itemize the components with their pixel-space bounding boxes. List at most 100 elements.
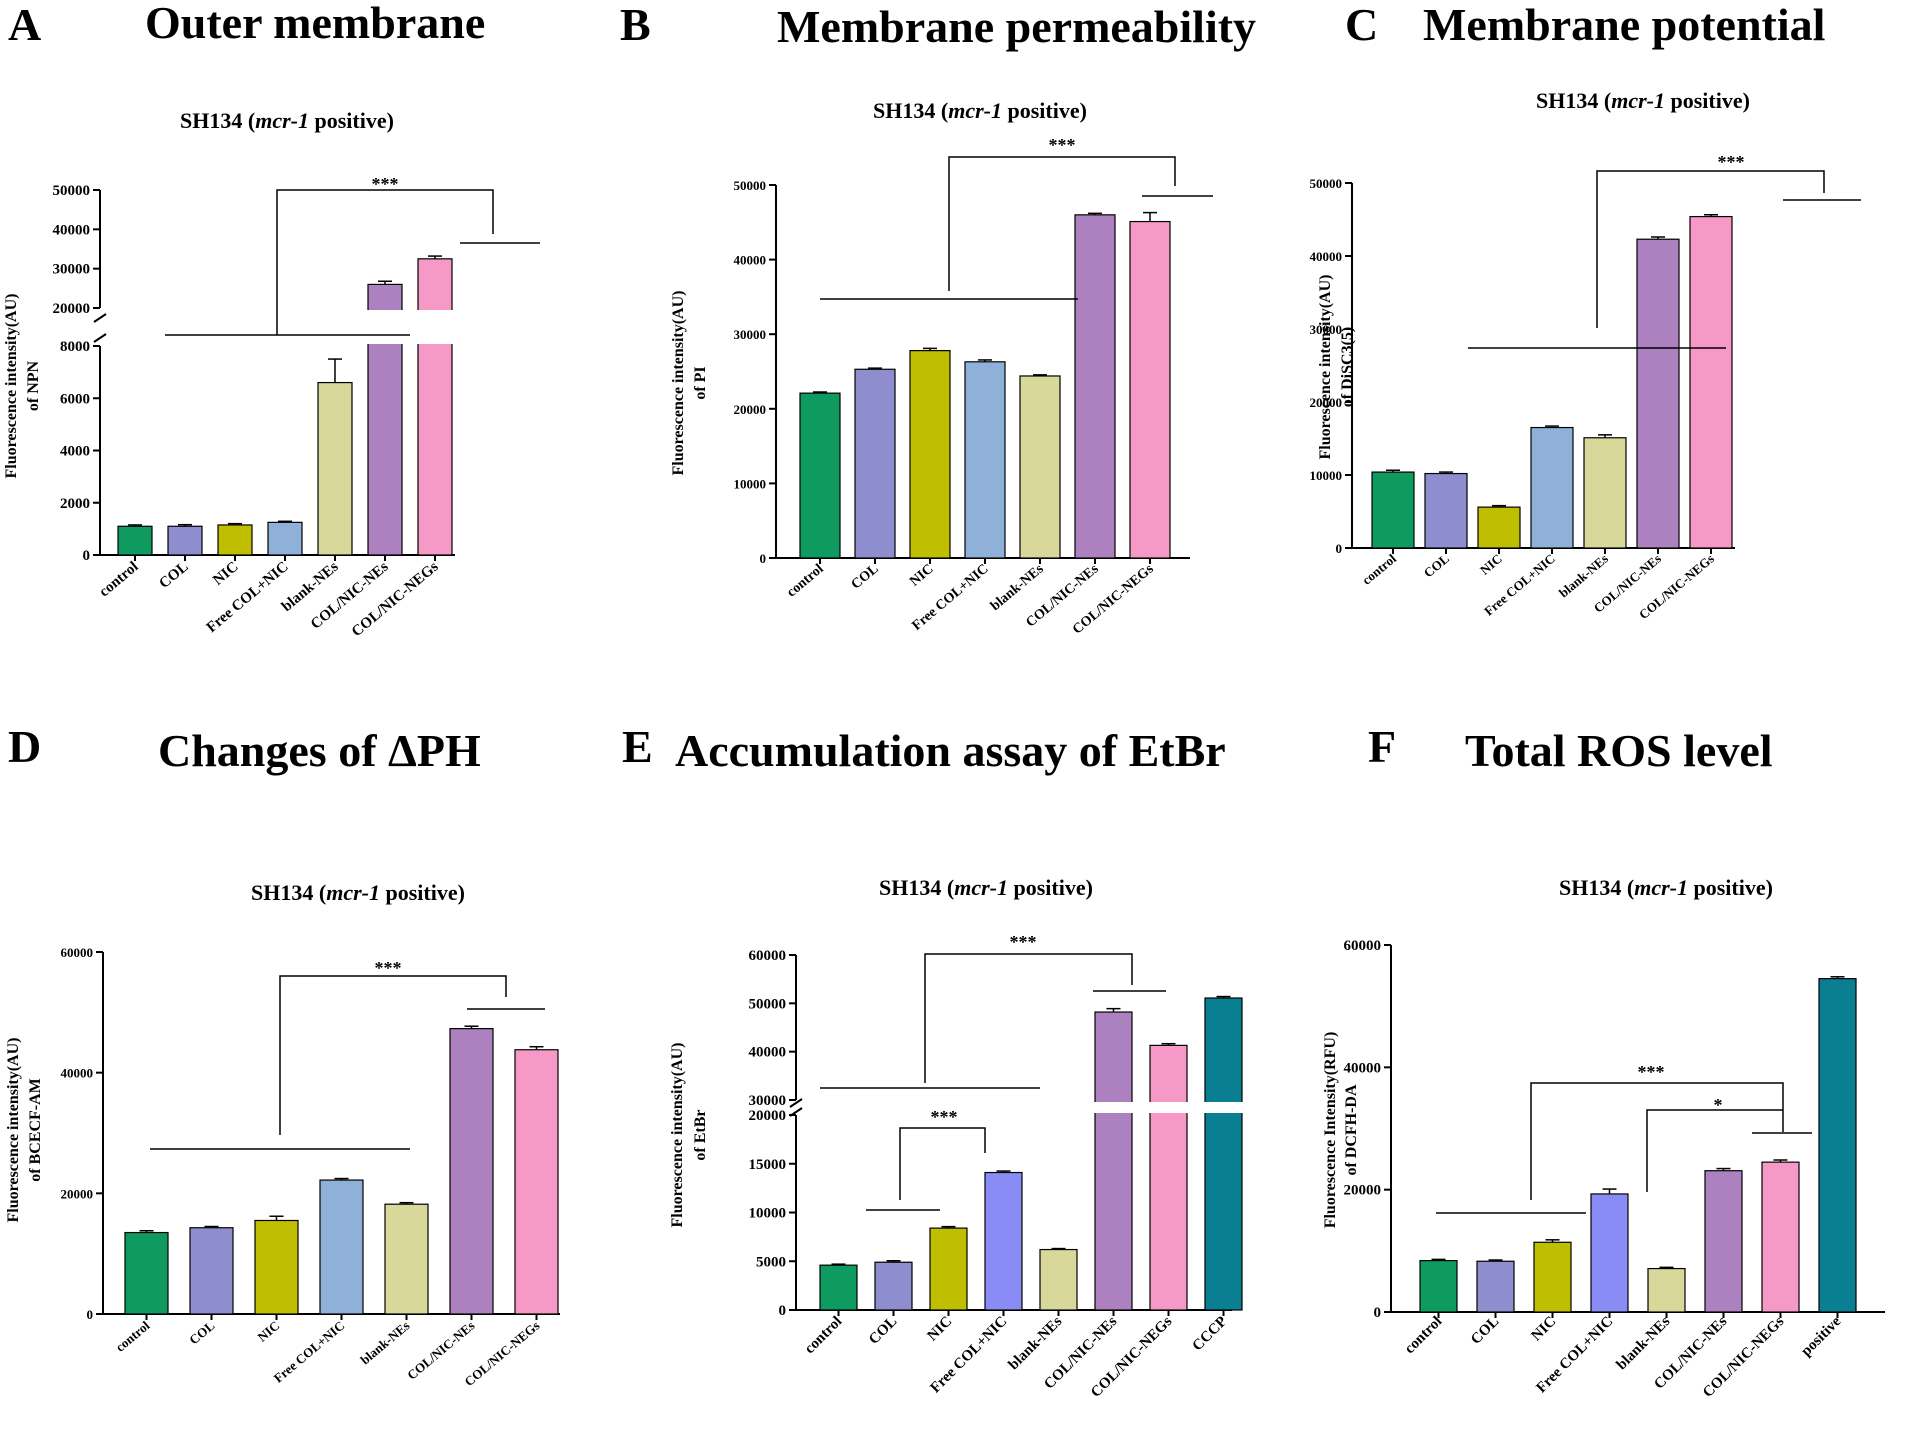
axis-break-mark xyxy=(789,1107,803,1117)
panel-title: Accumulation assay of EtBr xyxy=(675,725,1226,776)
y-tick-label: 0 xyxy=(87,1307,94,1322)
bar-blank-nes xyxy=(1039,1248,1078,1311)
axis-break-mark xyxy=(93,313,107,323)
x-tick-label: positive xyxy=(1798,1313,1844,1359)
y-tick-label: 20000 xyxy=(749,1108,787,1124)
chart-subtitle: SH134 (mcr-1 positive) xyxy=(180,108,394,133)
x-tick-label: NIC xyxy=(925,1314,956,1345)
bar-break-gap xyxy=(417,310,453,344)
x-tick-label: COL xyxy=(156,559,191,592)
panel-f: F Total ROS level SH134 (mcr-1 positive) Fl… xyxy=(1322,721,1885,1401)
significance-label: *** xyxy=(1638,1062,1665,1082)
panel-b: B Membrane permeability SH134 (mcr-1 posit… xyxy=(620,0,1256,638)
significance-label: *** xyxy=(372,174,399,194)
bar-control xyxy=(1419,1260,1458,1313)
y-axis-label: Fluorescence intensity(AU) xyxy=(3,294,20,479)
bar-col-nic-nes xyxy=(1636,238,1680,549)
significance-bracket xyxy=(1530,1082,1784,1200)
bar-col xyxy=(874,1261,913,1311)
bar-control xyxy=(117,525,153,556)
chart-subtitle: SH134 (mcr-1 positive) xyxy=(879,875,1093,900)
y-tick-label: 40000 xyxy=(1344,1060,1382,1076)
bar-cccp xyxy=(1204,997,1243,1311)
significance-bracket xyxy=(948,156,1176,291)
bar-free-col-nic xyxy=(267,521,303,556)
y-tick-label: 60000 xyxy=(749,948,787,964)
panel-title: Total ROS level xyxy=(1465,725,1773,776)
panel-letter: B xyxy=(620,0,651,50)
x-tick-label: blank-NEs xyxy=(357,1318,412,1368)
panel-title: Membrane potential xyxy=(1423,0,1825,50)
bar-col-nic-negs xyxy=(417,258,453,556)
x-tick-label: control xyxy=(96,559,141,601)
y-tick-label: 10000 xyxy=(749,1206,787,1222)
x-tick-label: COL/NIC-NEGs xyxy=(349,559,442,640)
x-tick-label: COL xyxy=(186,1318,217,1348)
y-axis-label: Fluorescence Intensity(RFU) xyxy=(1322,1032,1339,1229)
y-axis-label-line2: of DCFH-DA xyxy=(1343,1084,1360,1176)
significance-bracket xyxy=(924,953,1133,1083)
subtitle-italic: mcr-1 xyxy=(1634,875,1688,900)
subtitle-part: SH134 ( xyxy=(1559,875,1634,900)
subtitle-italic: mcr-1 xyxy=(255,108,309,133)
x-tick-label: NIC xyxy=(1529,1314,1560,1345)
subtitle-part: positive) xyxy=(1002,98,1087,123)
bar-col-nic-negs xyxy=(514,1049,559,1315)
significance-label: *** xyxy=(1010,932,1037,952)
bar-col-nic-nes xyxy=(1074,214,1116,559)
subtitle-italic: mcr-1 xyxy=(1611,88,1665,113)
bar-break-gap xyxy=(367,310,403,344)
y-tick-label: 40000 xyxy=(734,253,767,268)
chart-subtitle: SH134 (mcr-1 positive) xyxy=(251,880,465,905)
bar-col-nic-nes xyxy=(1704,1170,1743,1313)
y-axis-label: Fluorescence intensity(AU) xyxy=(1317,275,1334,460)
bar-positive xyxy=(1818,978,1857,1313)
x-tick-label: COL xyxy=(1421,551,1452,581)
y-tick-label: 60000 xyxy=(61,945,94,960)
y-tick-label: 0 xyxy=(779,1303,787,1319)
bar-blank-nes xyxy=(1019,375,1061,559)
panel-a: A Outer membrane SH134 (mcr-1 positive) Flu… xyxy=(3,0,540,640)
significance-bracket xyxy=(1596,170,1825,328)
y-tick-label: 50000 xyxy=(1310,176,1343,191)
significance-label-2: * xyxy=(1714,1095,1723,1115)
x-tick-label: control xyxy=(1359,551,1399,588)
chart-subtitle: SH134 (mcr-1 positive) xyxy=(1536,88,1750,113)
y-tick-label: 40000 xyxy=(61,1066,94,1081)
subtitle-part: positive) xyxy=(309,108,394,133)
significance-label: *** xyxy=(375,958,402,978)
bar-break-gap xyxy=(1204,1102,1243,1113)
y-axis-label: Fluorescence intensity(AU) xyxy=(670,291,687,476)
x-tick-label: COL xyxy=(866,1314,900,1348)
bar-break-gap xyxy=(1149,1102,1188,1113)
y-axis-label-line2: of BCECF-AM xyxy=(27,1078,44,1182)
subtitle-part: SH134 ( xyxy=(879,875,954,900)
y-tick-label: 60000 xyxy=(1344,938,1382,954)
bar-free-col-nic xyxy=(1590,1193,1629,1313)
y-tick-label: 10000 xyxy=(1310,468,1343,483)
y-tick-label: 0 xyxy=(760,551,767,566)
y-tick-label: 30000 xyxy=(749,1093,787,1109)
bar-free-col-nic xyxy=(1530,426,1574,549)
x-tick-label: NIC xyxy=(255,1318,283,1345)
y-tick-label: 40000 xyxy=(749,1045,787,1061)
y-tick-label: 4000 xyxy=(60,444,90,460)
axis-break-mark xyxy=(789,1098,803,1108)
panel-letter: C xyxy=(1345,0,1378,50)
bar-nic xyxy=(1533,1241,1572,1313)
panel-title: Membrane permeability xyxy=(777,1,1256,52)
bar-col-nic-nes xyxy=(1094,1011,1133,1311)
y-tick-label: 40000 xyxy=(53,222,91,238)
panel-letter: A xyxy=(8,0,41,50)
subtitle-italic: mcr-1 xyxy=(948,98,1002,123)
subtitle-part: positive) xyxy=(380,880,465,905)
y-tick-label: 30000 xyxy=(1310,322,1343,337)
subtitle-part: positive) xyxy=(1688,875,1773,900)
subtitle-part: SH134 ( xyxy=(873,98,948,123)
panel-letter: E xyxy=(622,721,653,772)
bar-blank-nes xyxy=(384,1203,429,1315)
bar-control xyxy=(124,1231,169,1315)
y-tick-label: 5000 xyxy=(756,1254,786,1270)
bar-blank-nes xyxy=(317,381,353,556)
x-tick-label: COL xyxy=(849,562,882,593)
